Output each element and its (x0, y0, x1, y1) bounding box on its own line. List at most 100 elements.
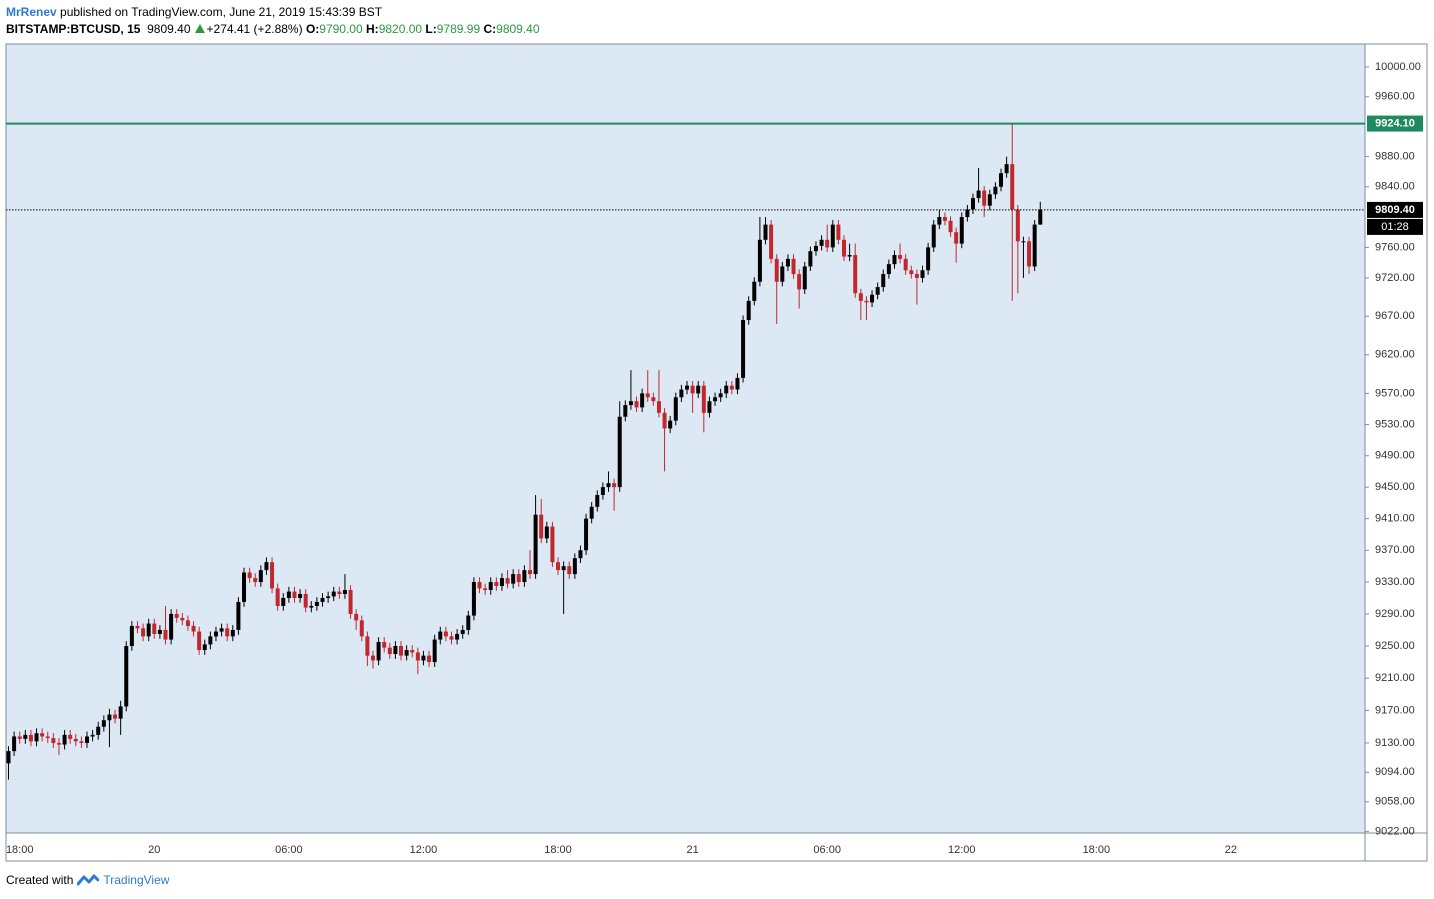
candle-body (797, 274, 802, 290)
candle-body (729, 385, 734, 390)
y-tick-label: 9058.00 (1375, 796, 1415, 808)
candle-body (600, 487, 605, 495)
candle-body (752, 281, 757, 301)
candle-body (141, 628, 146, 637)
ohlc-value: 9809.40 (496, 22, 540, 36)
candle-body (656, 401, 661, 413)
candle-body (870, 294, 875, 303)
candle-body (550, 526, 555, 563)
y-tick-label: 9490.00 (1375, 450, 1415, 462)
candle-body (499, 578, 504, 587)
candle-body (673, 397, 678, 421)
candle-body (533, 514, 538, 575)
last-price: 9809.40 (147, 22, 191, 36)
plot-background (6, 44, 1365, 833)
candle-body (342, 590, 347, 594)
x-tick-label: 12:00 (410, 844, 438, 856)
y-tick-label: 9250.00 (1375, 640, 1415, 652)
candle-body (578, 550, 583, 559)
change: +274.41 (+2.88%) (206, 22, 303, 36)
y-tick-label: 9130.00 (1375, 737, 1415, 749)
candle-body (853, 255, 858, 294)
candle-body (135, 625, 140, 629)
candle-body (1027, 241, 1032, 267)
candle-body (432, 639, 437, 663)
ohlc-value: 9790.00 (319, 22, 363, 36)
candle-body (314, 601, 319, 606)
candle-body (96, 726, 101, 735)
candle-body (1010, 164, 1015, 210)
candle-body (6, 751, 11, 764)
candle-body (270, 562, 275, 589)
candle-body (561, 566, 566, 571)
candle-body (202, 644, 207, 651)
candle-body (185, 620, 190, 626)
candle-body (813, 245, 818, 252)
logo (77, 874, 100, 886)
candle-body (399, 645, 404, 656)
candle-body (556, 562, 561, 571)
candle-body (219, 628, 224, 632)
candle-body (17, 736, 22, 739)
y-tick-label: 9620.00 (1375, 349, 1415, 361)
candle-body (101, 720, 106, 727)
y-tick-label: 10000.00 (1375, 61, 1421, 73)
candle-body (780, 266, 785, 282)
candle-body (970, 198, 975, 210)
candle-body (376, 641, 381, 661)
candle-body (197, 631, 202, 651)
ohlc: O:9790.00 H:9820.00 L:9789.99 C:9809.40 (306, 22, 540, 36)
candle-body (617, 416, 622, 488)
y-tick-label: 9210.00 (1375, 672, 1415, 684)
y-tick-label: 9840.00 (1375, 181, 1415, 193)
candle-body (427, 655, 432, 663)
candle-body (247, 572, 252, 579)
candle-body (320, 597, 325, 602)
candle-body (45, 736, 50, 739)
candle-body (819, 239, 824, 246)
footer-text: Created with (6, 873, 74, 887)
candle-body (825, 239, 830, 248)
candle-body (982, 190, 987, 206)
candle-body (157, 629, 162, 634)
candle-body (1004, 164, 1009, 174)
y-tick-label: 9094.00 (1375, 766, 1415, 778)
candle-body (331, 591, 336, 597)
candle-body (937, 217, 942, 225)
candle-body (505, 578, 510, 584)
candle-body (477, 582, 482, 589)
candle-body (191, 625, 196, 632)
brand[interactable]: TradingView (103, 873, 170, 887)
candle-body (40, 733, 45, 737)
x-tick-label: 06:00 (275, 844, 303, 856)
candle-body (662, 412, 667, 429)
candle-body (455, 633, 460, 640)
candle-body (516, 574, 521, 583)
candle-body (757, 239, 762, 282)
x-tick-label: 18:00 (544, 844, 572, 856)
candle-body (898, 255, 903, 259)
candle-body (544, 526, 549, 539)
candle-body (370, 655, 375, 661)
candle-body (404, 650, 409, 656)
candle-body (365, 636, 370, 656)
candle-body (124, 645, 129, 707)
candle-body (931, 224, 936, 248)
candle-body (258, 570, 263, 583)
candle-body (275, 588, 280, 606)
candle-body (253, 578, 258, 583)
candle-body (987, 194, 992, 206)
candle-body (242, 572, 247, 602)
candle-body (808, 251, 813, 267)
candle-body (668, 420, 673, 429)
candle-body (875, 287, 880, 295)
candle-body (129, 625, 134, 646)
candle-body (909, 270, 914, 275)
candle-body (612, 483, 617, 488)
candle-body (959, 217, 964, 244)
candle-body (690, 385, 695, 394)
author[interactable]: MrRenev (6, 5, 57, 19)
candle-body (90, 734, 95, 737)
candle-body (842, 239, 847, 257)
candle-body (774, 258, 779, 282)
